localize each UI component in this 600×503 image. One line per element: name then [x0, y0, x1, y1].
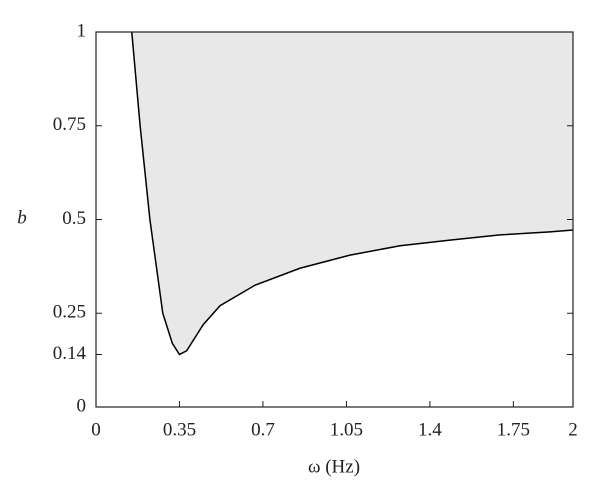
- x-axis-label: ω (Hz): [308, 456, 360, 477]
- x-tick-label: 1.75: [497, 419, 530, 440]
- y-tick-label: 0.25: [53, 302, 86, 323]
- x-tick-label: 0: [91, 419, 101, 440]
- y-tick-label: 0.75: [53, 114, 86, 135]
- y-axis-label: b: [17, 207, 27, 228]
- x-tick-label: 1.05: [330, 419, 363, 440]
- x-tick-label: 1.4: [418, 419, 442, 440]
- line: [131, 31, 574, 356]
- y-tick-label: 0.5: [62, 208, 86, 229]
- x-tick-label: 0.7: [251, 419, 275, 440]
- fill-area: [131, 32, 573, 355]
- x-tick-label: 2: [568, 419, 578, 440]
- y-tick-label: 1: [77, 20, 87, 41]
- y-tick-label: 0: [77, 395, 87, 416]
- x-tick-label: 0.35: [163, 419, 196, 440]
- y-tick-label: 0.14: [53, 343, 87, 364]
